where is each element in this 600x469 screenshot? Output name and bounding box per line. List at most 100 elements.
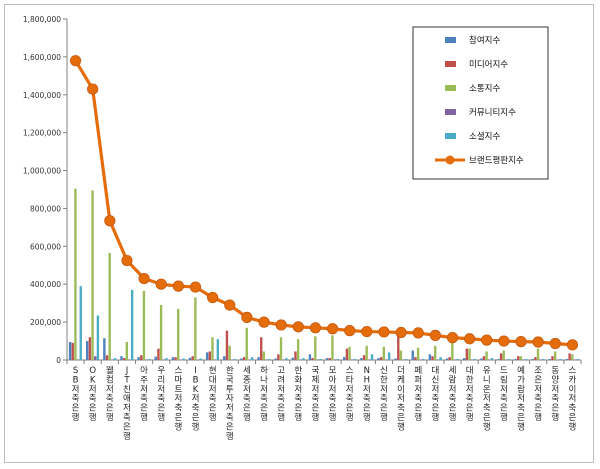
bar-5 [576, 359, 579, 360]
bar-1 [274, 358, 277, 360]
bar-4 [505, 359, 508, 360]
bar-2 [551, 356, 554, 360]
bar-2 [122, 358, 126, 360]
bar-3 [314, 336, 317, 360]
bar-3 [228, 345, 231, 360]
bar-5 [439, 357, 442, 360]
legend-swatch [445, 37, 456, 43]
bar-3 [451, 340, 454, 360]
bar-1 [377, 358, 380, 360]
bar-2 [140, 355, 143, 360]
bar-3 [399, 350, 403, 360]
bar-3 [211, 337, 214, 360]
bar-2 [105, 355, 109, 360]
bar-1 [257, 357, 260, 360]
bar-5 [182, 358, 185, 360]
y-tick-label: 1,800,000 [23, 15, 61, 24]
legend-swatch [445, 85, 456, 91]
bar-1 [514, 359, 517, 360]
bar-2 [294, 351, 297, 360]
y-tick-label: 1,000,000 [23, 167, 61, 176]
bar-5 [285, 358, 288, 360]
bar-4 [539, 359, 542, 360]
bar-5 [130, 289, 134, 360]
line-point [258, 316, 270, 328]
bar-2 [448, 357, 451, 360]
line-point [121, 254, 133, 267]
bar-5 [113, 358, 117, 360]
bar-3 [177, 308, 180, 360]
bar-5 [268, 359, 271, 360]
legend-label: 참여지수 [469, 35, 500, 46]
bar-1 [171, 357, 175, 360]
bar-4 [248, 359, 251, 360]
line-point [412, 327, 424, 339]
line-point [464, 333, 476, 345]
line-point [241, 311, 253, 323]
bar-5 [96, 315, 100, 360]
line-point [515, 336, 527, 348]
bar-3 [279, 337, 283, 360]
bar-5 [456, 359, 459, 360]
y-tick-label: 600,000 [30, 242, 61, 251]
bar-3 [74, 188, 77, 360]
bar-2 [534, 357, 537, 360]
bar-5 [216, 339, 220, 360]
y-tick-label: 1,400,000 [23, 91, 61, 100]
bar-1 [120, 356, 123, 360]
line-point [69, 55, 82, 67]
line-point [532, 336, 544, 348]
line-point [446, 332, 459, 344]
bar-2 [88, 337, 92, 360]
line-point [155, 278, 167, 290]
bar-2 [277, 354, 280, 360]
bar-2 [414, 357, 417, 360]
bar-4 [213, 359, 217, 360]
bar-5 [79, 286, 82, 360]
legend-label: 미디어지수 [469, 59, 508, 70]
bar-2 [499, 353, 503, 360]
chart-svg: 0 200,000 400,000 600,000 800,000 1,000,000 1,… [23, 15, 582, 442]
bar-4 [573, 359, 577, 360]
x-tick-labels: S B 저 축 은 행 O K 저 축 은 행 웰 컴 저 축 은 행 J T 친 애 저 축 은 행 아 주 저 축 은 행 우 리 저 축 은 행 스 마… [72, 365, 577, 442]
bar-3 [159, 305, 163, 360]
bar-5 [490, 358, 494, 360]
bar-3 [125, 342, 129, 360]
bar-3 [382, 346, 386, 360]
bar-5 [336, 359, 339, 360]
line-point [498, 335, 510, 347]
legend-label: 소통지수 [469, 84, 500, 94]
y-tick-label: 800,000 [30, 204, 61, 213]
bar-3 [553, 351, 557, 360]
bar-5 [250, 357, 254, 360]
line-point [395, 326, 407, 339]
bar-4 [470, 359, 474, 360]
bar-2 [482, 356, 486, 360]
bar-5 [370, 354, 374, 360]
bar-2 [465, 348, 468, 360]
line-point [361, 325, 373, 338]
bar-4 [265, 359, 268, 360]
bar-5 [473, 359, 477, 360]
bar-1 [240, 358, 243, 360]
bar-4 [333, 359, 337, 360]
bar-2 [225, 330, 229, 360]
legend-label: 커뮤니티지수 [469, 107, 516, 118]
line-point [87, 83, 99, 95]
bar-3 [365, 345, 368, 360]
bar-3 [108, 252, 111, 360]
